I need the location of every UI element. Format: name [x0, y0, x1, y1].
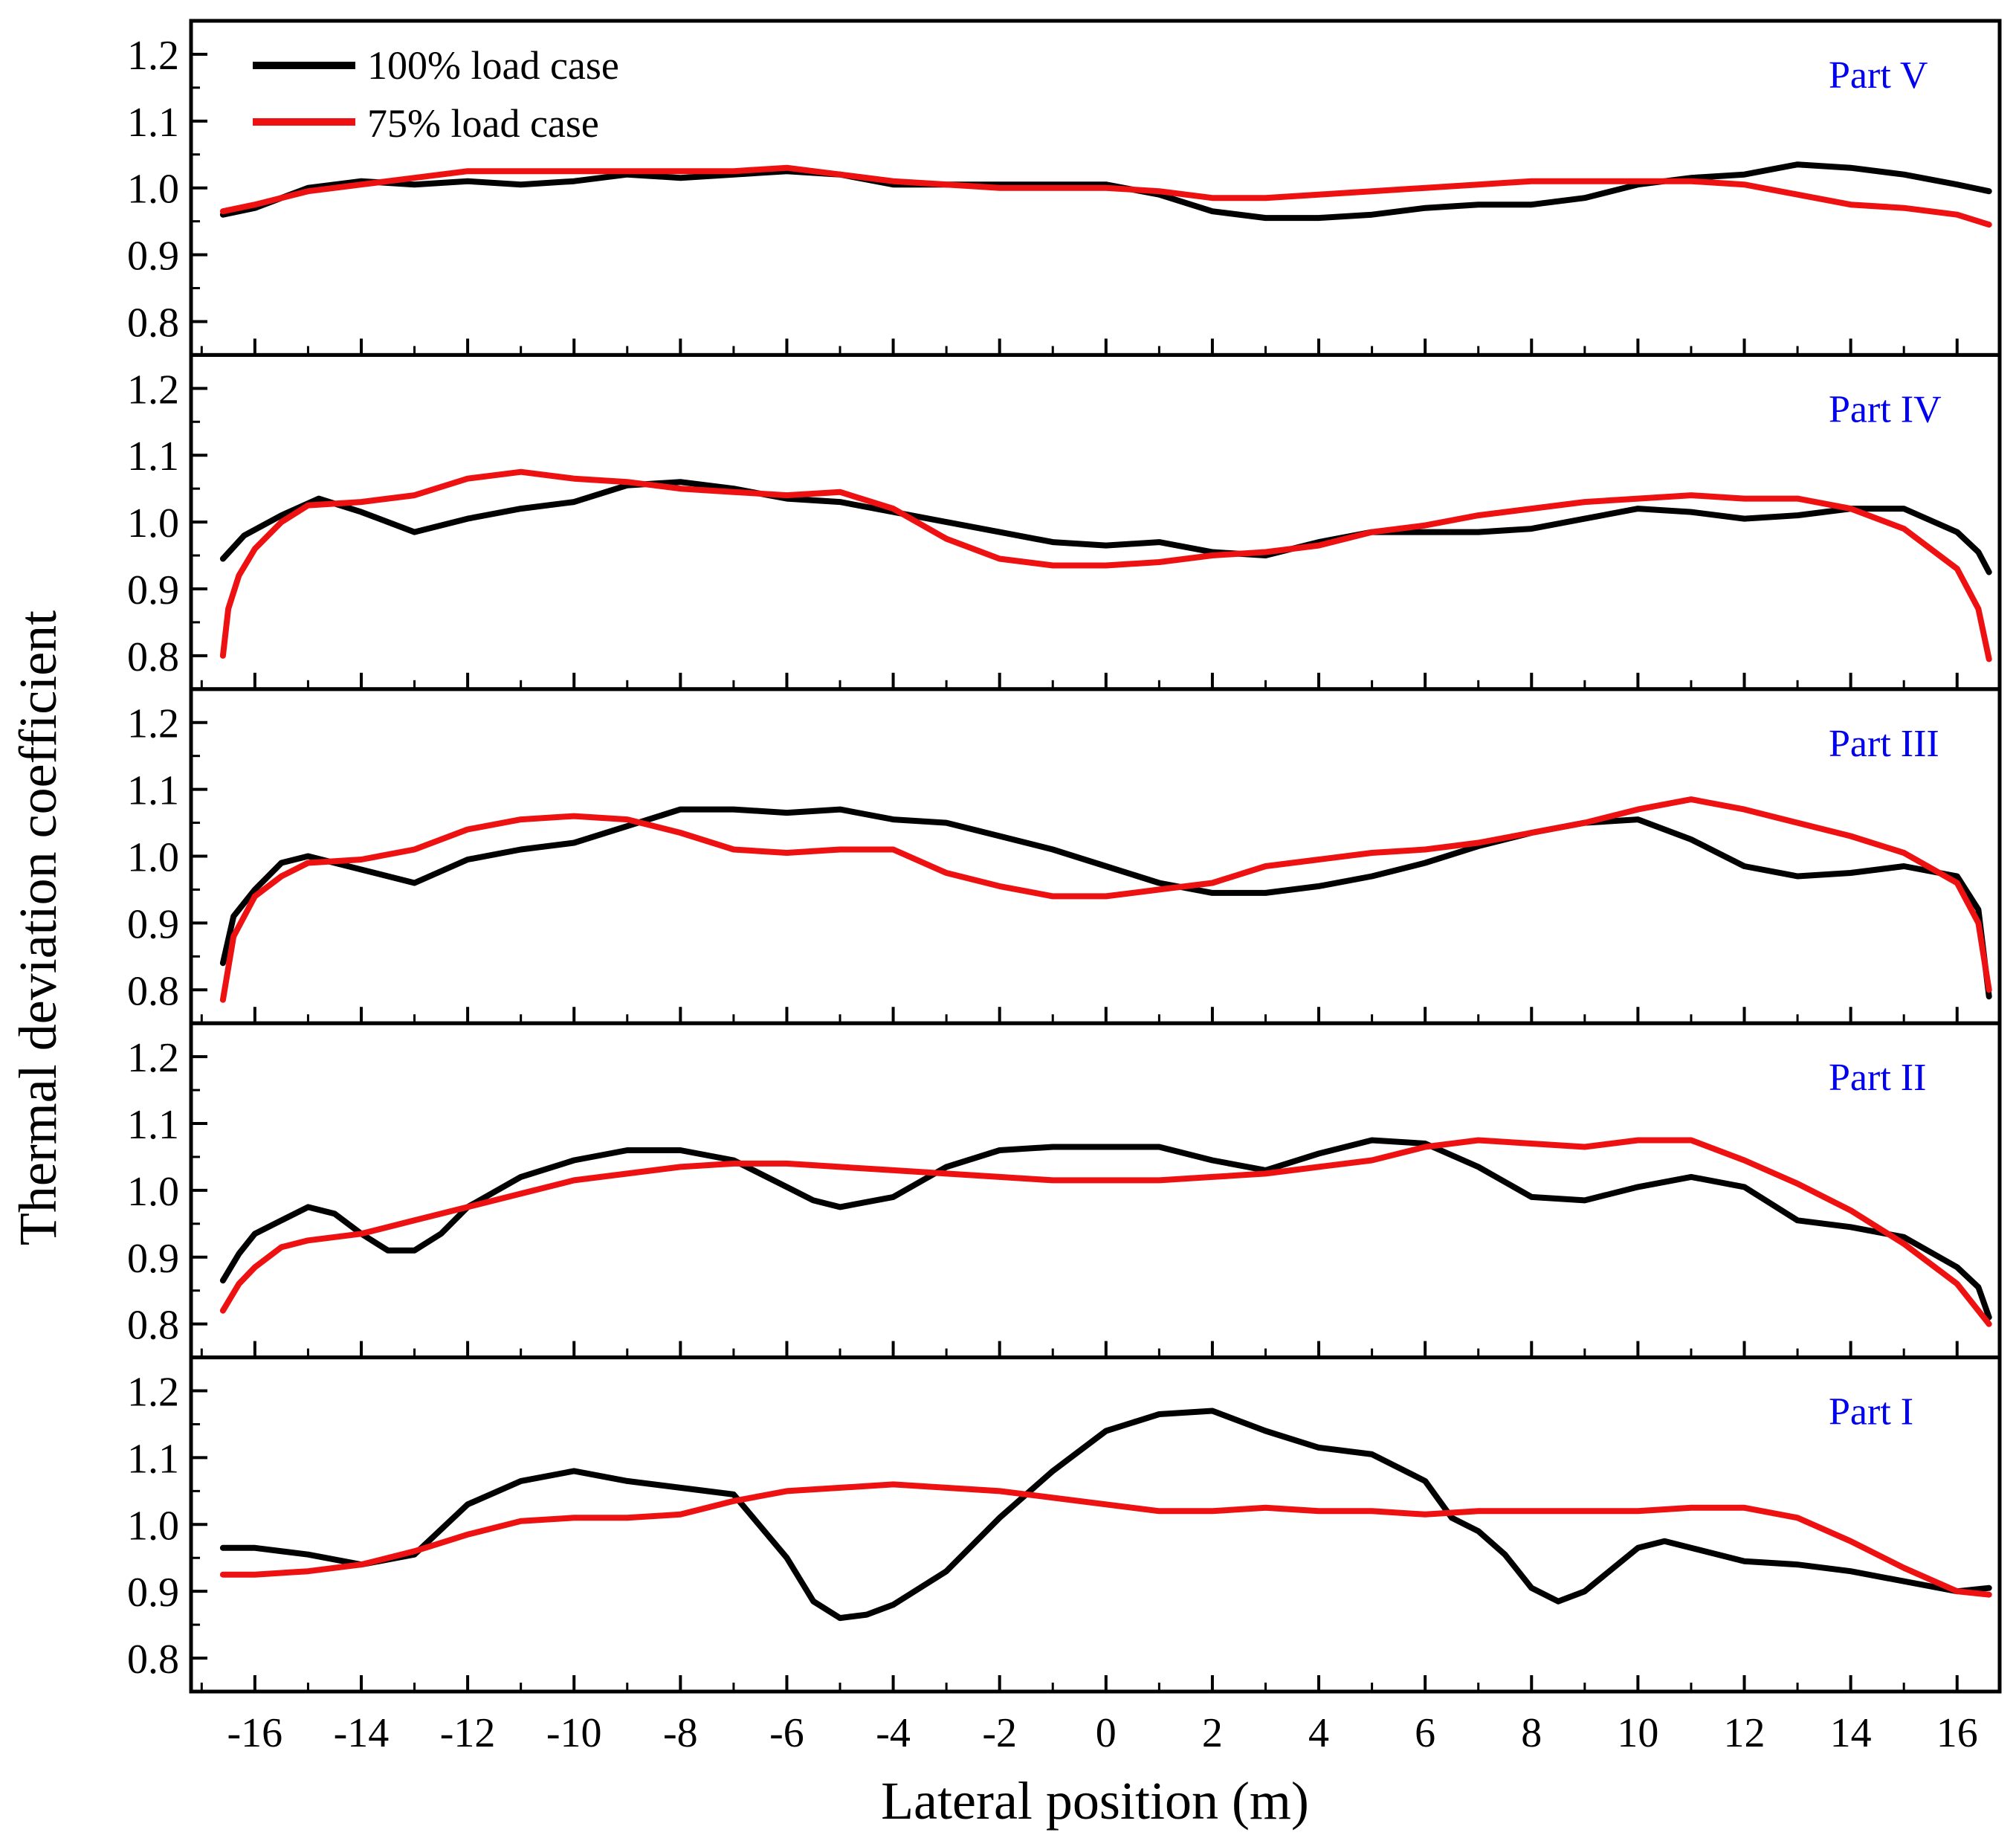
x-tick-label: 14	[1830, 1710, 1872, 1756]
series-line-75-load	[219, 164, 1992, 228]
part-label: Part V	[1829, 54, 1928, 97]
y-tick-label: 1.1	[127, 100, 179, 146]
chart-legend: 100% load case 75% load case	[253, 43, 619, 146]
legend-label-100-load: 100% load case	[367, 43, 619, 88]
x-tick-label: -4	[876, 1710, 911, 1756]
y-tick-label: 1.2	[127, 367, 179, 413]
x-axis-title: Lateral position (m)	[881, 1771, 1309, 1831]
panel-part-i: 0.8 0.9 1.0 1.1 1.2 Part I	[127, 1355, 2002, 1694]
y-tick-label: 0.9	[127, 233, 179, 280]
x-tick-label: -14	[334, 1710, 390, 1756]
legend-label-75-load: 75% load case	[367, 101, 599, 146]
series-line-100-load	[219, 1408, 1992, 1622]
panel-part-ii: 0.8 0.9 1.0 1.1 1.2 Part II	[127, 1021, 2002, 1360]
y-tick-label: 0.9	[127, 1570, 179, 1616]
y-tick-label: 0.9	[127, 567, 179, 613]
x-tick-label: -16	[227, 1710, 283, 1756]
y-tick-label: 1.0	[127, 1503, 179, 1549]
y-tick-label: 0.8	[127, 1303, 179, 1349]
series-line-100-load	[219, 1137, 1992, 1321]
series-line-75-load	[219, 1137, 1992, 1327]
chart-panels: 0.8 0.9 1.0 1.1 1.2 Part V 0.8 0.9 1.0 1.1 1.2 Part…	[127, 19, 2002, 1756]
x-tick-label: 10	[1617, 1710, 1658, 1756]
y-tick-label: 1.2	[127, 1035, 179, 1081]
y-tick-label: 1.1	[127, 1102, 179, 1148]
series-line-75-load	[219, 1481, 1992, 1598]
y-tick-label: 1.0	[127, 835, 179, 881]
panel-frame	[189, 1021, 2002, 1360]
part-label: Part III	[1829, 723, 1939, 765]
y-tick-label: 0.8	[127, 300, 179, 346]
part-label: Part IV	[1829, 388, 1942, 431]
y-tick-label: 0.9	[127, 901, 179, 947]
y-tick-label: 1.1	[127, 768, 179, 814]
y-tick-label: 1.1	[127, 433, 179, 480]
y-tick-label: 1.2	[127, 33, 179, 79]
x-tick-label: 2	[1202, 1710, 1223, 1756]
y-tick-label: 1.1	[127, 1436, 179, 1482]
panel-part-iii: 0.8 0.9 1.0 1.1 1.2 Part III	[127, 687, 2002, 1025]
series-line-75-load	[219, 796, 1992, 1003]
x-tick-label: -10	[546, 1710, 602, 1756]
y-axis-title: Thermal deviation coefficient	[8, 610, 68, 1245]
y-tick-label: 1.2	[127, 701, 179, 747]
series-line-100-load	[219, 806, 1992, 1000]
y-tick-label: 0.9	[127, 1236, 179, 1282]
series-line-100-load	[219, 479, 1992, 575]
series-line-75-load	[219, 468, 1992, 662]
x-tick-label: 0	[1096, 1710, 1117, 1756]
x-tick-label: -2	[982, 1710, 1017, 1756]
y-tick-label: 1.2	[127, 1370, 179, 1416]
y-tick-label: 0.8	[127, 968, 179, 1014]
x-tick-label: 12	[1724, 1710, 1765, 1756]
y-tick-label: 0.8	[127, 1637, 179, 1683]
x-tick-label: 6	[1415, 1710, 1435, 1756]
x-tick-label: -8	[663, 1710, 698, 1756]
x-tick-label: 4	[1308, 1710, 1329, 1756]
y-tick-label: 1.0	[127, 1169, 179, 1215]
x-tick-label: 16	[1936, 1710, 1978, 1756]
x-tick-label: -6	[769, 1710, 804, 1756]
series-line-100-load	[219, 161, 1992, 222]
part-label: Part I	[1829, 1391, 1913, 1434]
panel-frame	[189, 1355, 2002, 1694]
x-tick-label: 8	[1521, 1710, 1542, 1756]
y-tick-label: 0.8	[127, 634, 179, 680]
panel-part-iv: 0.8 0.9 1.0 1.1 1.2 Part IV	[127, 352, 2002, 691]
x-tick-label: -12	[440, 1710, 496, 1756]
y-tick-label: 1.0	[127, 500, 179, 547]
part-label: Part II	[1829, 1057, 1926, 1099]
y-tick-label: 1.0	[127, 167, 179, 213]
